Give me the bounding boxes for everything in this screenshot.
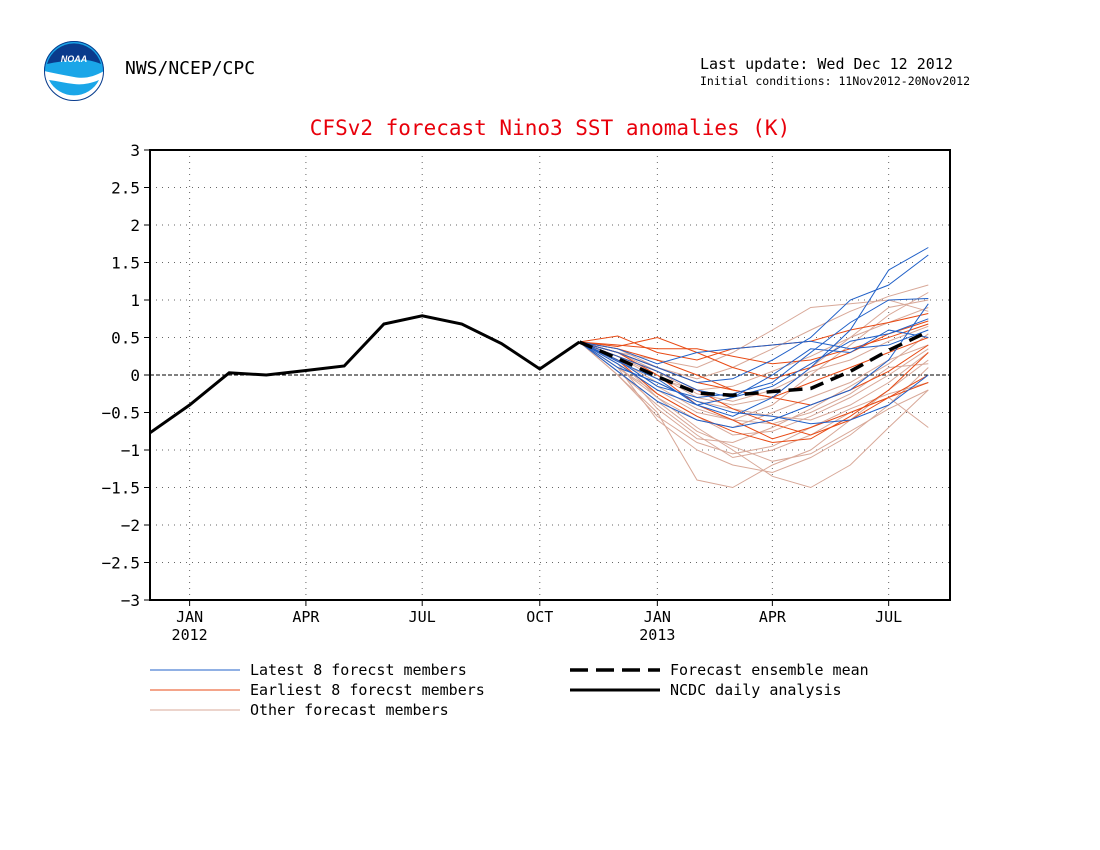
initial-conditions-label: Initial conditions: 11Nov2012-20Nov2012 <box>700 74 971 88</box>
other-member-line <box>579 299 929 406</box>
y-tick-label: −2 <box>121 516 140 535</box>
y-tick-label: 2.5 <box>111 179 140 198</box>
legend-label: Latest 8 forecst members <box>250 661 467 679</box>
other-member-line <box>579 341 929 421</box>
x-tick-label: JUL <box>409 608 436 626</box>
other-member-line <box>579 284 929 380</box>
other-member-line <box>579 341 929 436</box>
latest-member-line <box>579 303 929 429</box>
legend-label: Other forecast members <box>250 701 449 719</box>
legend-label: NCDC daily analysis <box>670 681 842 699</box>
other-member-line <box>579 325 929 402</box>
y-tick-label: −0.5 <box>101 404 140 423</box>
legend-item: NCDC daily analysis <box>570 681 842 699</box>
y-tick-label: 1.5 <box>111 254 140 273</box>
latest-member-line <box>579 254 929 384</box>
other-member-line <box>579 307 929 391</box>
x-tick-label: OCT <box>526 608 553 626</box>
legend-label: Earliest 8 forecst members <box>250 681 485 699</box>
latest-member-line <box>579 298 929 399</box>
legend: Latest 8 forecst members Earliest 8 forec… <box>150 661 869 719</box>
y-tick-label: 1 <box>130 291 140 310</box>
other-member-line <box>579 341 929 489</box>
y-tick-label: 0 <box>130 366 140 385</box>
legend-item: Earliest 8 forecst members <box>150 681 485 699</box>
x-tick-label: JAN <box>644 608 671 626</box>
x-tick-label: JAN <box>176 608 203 626</box>
noaa-logo: NOAA <box>43 40 105 106</box>
legend-item: Latest 8 forecst members <box>150 661 467 679</box>
x-tick-year-label: 2013 <box>639 626 675 644</box>
earliest-member-line <box>579 320 929 380</box>
analysis-line <box>149 314 581 435</box>
organization-label: NWS/NCEP/CPC <box>125 58 256 79</box>
other-member-line <box>579 341 929 429</box>
x-tick-label: JUL <box>875 608 902 626</box>
x-tick-label: APR <box>759 608 787 626</box>
x-tick-year-label: 2012 <box>172 626 208 644</box>
latest-member-line <box>579 329 929 365</box>
y-tick-label: −1.5 <box>101 479 140 498</box>
y-tick-label: 0.5 <box>111 329 140 348</box>
ensemble-mean-line <box>578 329 930 398</box>
chart-title: CFSv2 forecast Nino3 SST anomalies (K) <box>310 116 790 140</box>
noaa-logo-text: NOAA <box>61 54 88 64</box>
legend-item: Forecast ensemble mean <box>570 661 869 679</box>
y-tick-label: −3 <box>121 591 140 610</box>
plot-frame <box>149 149 951 601</box>
other-members <box>579 284 929 489</box>
y-tick-label: −1 <box>121 441 140 460</box>
y-axis: −3 −2.5 −2 −1.5 −1 −0.5 0 0.5 1 1.5 2 2.5 3 <box>101 141 150 610</box>
latest-member-line <box>579 247 929 417</box>
y-tick-label: −2.5 <box>101 554 140 573</box>
y-tick-label: 3 <box>130 141 140 160</box>
legend-item: Other forecast members <box>150 701 449 719</box>
other-member-line <box>579 341 929 455</box>
x-tick-label: APR <box>292 608 320 626</box>
legend-label: Forecast ensemble mean <box>670 661 869 679</box>
latest-member-line <box>579 329 929 406</box>
latest-member-line <box>579 341 929 425</box>
y-tick-label: 2 <box>130 216 140 235</box>
last-update-label: Last update: Wed Dec 12 2012 <box>700 55 953 73</box>
